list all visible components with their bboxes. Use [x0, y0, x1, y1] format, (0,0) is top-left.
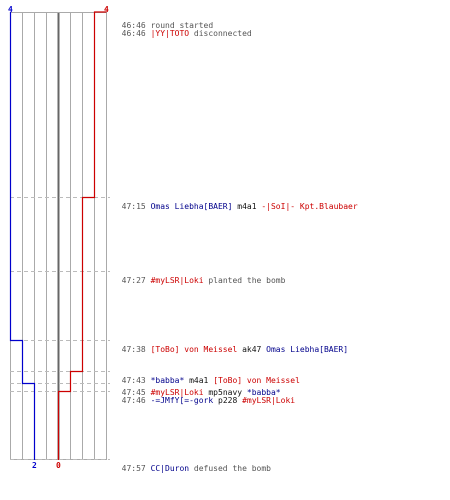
- event-player-t: #myLSR|Loki: [242, 396, 296, 405]
- event-row: 47:38 [ToBo] von Meissel ak47 Omas Liebh…: [112, 336, 348, 354]
- t-start-count: 4: [104, 5, 109, 14]
- event-player-t: #myLSR|Loki: [150, 388, 204, 397]
- event-text: defused the bomb: [189, 464, 271, 473]
- event-row: 47:27 #myLSR|Loki planted the bomb: [112, 267, 286, 285]
- event-text: disconnected: [189, 29, 252, 38]
- event-weapon: ak47: [237, 345, 267, 354]
- event-player-ct: Omas Liebha[BAER]: [150, 202, 233, 211]
- ct-start-count: 4: [8, 5, 13, 14]
- event-weapon: mp5navy: [203, 388, 247, 397]
- event-row: 47:43 *babba* m4a1 [ToBo] von Meissel: [112, 367, 300, 385]
- event-text: planted the bomb: [203, 276, 286, 285]
- event-row: 47:45 #myLSR|Loki mp5navy *babba*: [112, 379, 281, 397]
- event-player-ct: *babba*: [246, 388, 281, 397]
- event-time: 47:43: [121, 376, 146, 385]
- event-player-t: #myLSR|Loki: [150, 276, 204, 285]
- event-player-ct: *babba*: [150, 376, 185, 385]
- event-row: 47:15 Omas Liebha[BAER] m4a1 -|SoI|- Kpt…: [112, 193, 358, 211]
- event-player-t: |YY|TOTO: [150, 29, 190, 38]
- event-time: 47:38: [121, 345, 146, 354]
- event-time: 47:27: [121, 276, 146, 285]
- event-weapon: m4a1: [184, 376, 214, 385]
- event-time: 47:45: [121, 388, 146, 397]
- event-player-t: -|SoI|- Kpt.Blaubaer: [261, 202, 358, 211]
- event-row: 47:57 CC|Duron defused the bomb: [112, 455, 271, 473]
- event-row: 46:46 round started: [112, 12, 214, 30]
- t-end-count: 0: [56, 461, 61, 470]
- event-time: 47:15: [121, 202, 146, 211]
- event-weapon: m4a1: [232, 202, 262, 211]
- event-weapon: p228: [213, 396, 243, 405]
- event-player-ct: Omas Liebha[BAER]: [266, 345, 349, 354]
- event-player-t: [ToBo] von Meissel: [150, 345, 238, 354]
- t-player-count-line: [57, 11, 107, 460]
- event-row: 47:46 -=JMfY[=-gork p228 #myLSR|Loki: [112, 387, 295, 405]
- ct-end-count: 2: [32, 461, 37, 470]
- event-time: 46:46: [121, 29, 146, 38]
- event-time: 47:46: [121, 396, 146, 405]
- event-player-ct: -=JMfY[=-gork: [150, 396, 214, 405]
- ct-player-count-line: [9, 12, 36, 460]
- event-player-t: [ToBo] von Meissel: [213, 376, 300, 385]
- event-time: 46:46: [121, 21, 146, 30]
- event-text: round started: [150, 21, 214, 30]
- event-row: 46:46 |YY|TOTO disconnected: [112, 20, 252, 38]
- event-player-ct: CC|Duron: [150, 464, 190, 473]
- event-time: 47:57: [121, 464, 146, 473]
